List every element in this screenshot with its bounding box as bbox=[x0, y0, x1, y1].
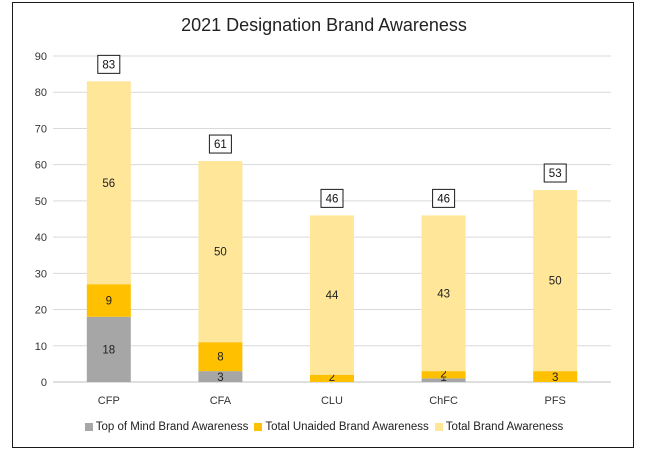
total-label-cfp: 83 bbox=[102, 59, 115, 71]
total-label-pfs: 53 bbox=[549, 168, 562, 180]
y-tick-label-80: 80 bbox=[35, 87, 47, 99]
bar-cfp-series-2 bbox=[86, 81, 131, 285]
data-label-cfp-series-1: 9 bbox=[106, 296, 112, 308]
x-tick-label-chfc: ChFC bbox=[429, 395, 458, 407]
data-label-cfp-series-0: 18 bbox=[102, 344, 115, 356]
y-tick-label-0: 0 bbox=[41, 377, 47, 389]
x-tick-label-cfa: CFA bbox=[210, 395, 232, 407]
data-label-clu-series-1: 2 bbox=[329, 372, 335, 384]
data-label-pfs-series-1: 3 bbox=[552, 372, 558, 384]
data-label-cfp-series-2: 56 bbox=[102, 178, 115, 190]
x-tick-label-cfp: CFP bbox=[98, 395, 120, 407]
bar-cfa-series-1 bbox=[198, 342, 243, 372]
total-label-clu: 46 bbox=[326, 193, 339, 205]
total-box-cfp bbox=[97, 54, 121, 74]
x-tick-label-clu: CLU bbox=[321, 395, 343, 407]
bar-chfc-series-0 bbox=[421, 378, 466, 382]
legend-label-total: Total Brand Awareness bbox=[445, 421, 564, 433]
bar-cfa-series-2 bbox=[198, 161, 243, 343]
total-box-clu bbox=[320, 188, 344, 208]
bar-clu-series-2 bbox=[310, 215, 354, 375]
total-label-chfc: 46 bbox=[437, 193, 450, 205]
total-box-cfa bbox=[208, 134, 232, 154]
data-label-pfs-series-2: 50 bbox=[549, 276, 562, 288]
bar-pfs-series-2 bbox=[533, 190, 578, 372]
data-label-cfa-series-1: 8 bbox=[217, 352, 223, 364]
data-label-clu-series-2: 44 bbox=[326, 290, 339, 302]
bar-cfa-series-0 bbox=[198, 371, 243, 382]
y-tick-label-50: 50 bbox=[35, 196, 47, 208]
data-label-cfa-series-2: 50 bbox=[214, 247, 227, 259]
y-tick-label-40: 40 bbox=[35, 232, 47, 244]
bar-chfc-series-1 bbox=[421, 371, 466, 379]
chart-legend: Top of Mind Brand Awareness Total Unaide… bbox=[13, 421, 635, 433]
bar-pfs-series-1 bbox=[533, 371, 578, 382]
bar-cfp-series-1 bbox=[86, 284, 131, 317]
total-box-pfs bbox=[543, 163, 567, 183]
legend-label-top-of-mind: Top of Mind Brand Awareness bbox=[95, 421, 249, 433]
chart-frame: 2021 Designation Brand Awareness 0 10 20 30… bbox=[12, 2, 634, 448]
y-tick-label-10: 10 bbox=[35, 341, 47, 353]
y-tick-label-70: 70 bbox=[35, 123, 47, 135]
bar-clu-series-1 bbox=[310, 374, 354, 382]
chart-plot: 0 10 20 30 40 50 60 70 80 90 18 9 56 83 CFP 3 8 50 61 CFA 2 4… bbox=[35, 51, 611, 407]
bar-cfp-series-0 bbox=[86, 316, 131, 382]
legend-item-top-of-mind: Top of Mind Brand Awareness bbox=[84, 421, 249, 433]
legend-swatch-total bbox=[434, 423, 443, 431]
y-tick-label-90: 90 bbox=[35, 51, 47, 63]
chart-title: 2021 Designation Brand Awareness bbox=[181, 15, 467, 35]
data-label-chfc-series-1: 2 bbox=[440, 368, 446, 380]
x-tick-label-pfs: PFS bbox=[544, 395, 565, 407]
total-box-chfc bbox=[432, 188, 456, 208]
y-tick-label-30: 30 bbox=[35, 268, 47, 280]
legend-swatch-unaided bbox=[254, 423, 263, 431]
legend-label-unaided: Total Unaided Brand Awareness bbox=[265, 421, 429, 433]
bar-chfc-series-2 bbox=[421, 215, 466, 372]
legend-item-unaided: Total Unaided Brand Awareness bbox=[254, 421, 429, 433]
total-label-cfa: 61 bbox=[214, 139, 227, 151]
y-tick-label-60: 60 bbox=[35, 160, 47, 172]
legend-swatch-top-of-mind bbox=[84, 423, 93, 431]
y-tick-label-20: 20 bbox=[35, 305, 47, 317]
data-label-cfa-series-0: 3 bbox=[217, 372, 223, 384]
legend-item-total: Total Brand Awareness bbox=[434, 421, 564, 433]
data-label-chfc-series-2: 43 bbox=[437, 288, 450, 300]
